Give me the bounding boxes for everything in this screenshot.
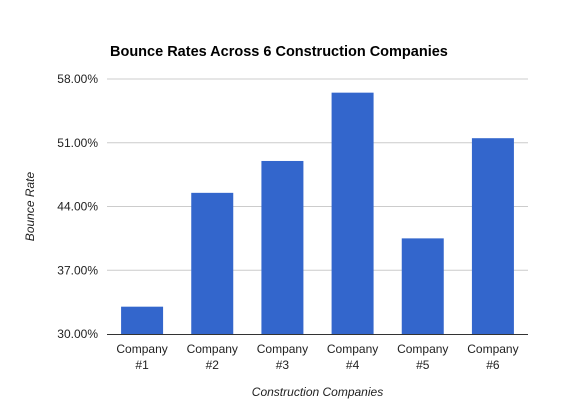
y-axis-title: Bounce Rate xyxy=(23,171,37,241)
y-tick-label: 44.00% xyxy=(57,200,98,214)
bar xyxy=(471,138,514,334)
x-tick-label: Company #2 xyxy=(187,342,238,372)
bar xyxy=(191,192,234,334)
y-tick-label: 51.00% xyxy=(57,136,98,150)
y-tick-label: 58.00% xyxy=(57,72,98,86)
bar xyxy=(121,306,164,334)
bars xyxy=(121,92,514,335)
y-axis-ticks: 30.00% 37.00% 44.00% 51.00% 58.00% xyxy=(57,72,98,341)
bar xyxy=(401,238,444,334)
x-tick-label: Company #6 xyxy=(467,342,518,372)
y-tick-label: 37.00% xyxy=(57,263,98,277)
x-tick-label: Company #4 xyxy=(327,342,378,372)
x-axis-title: Construction Companies xyxy=(252,385,383,399)
x-tick-label: Company #5 xyxy=(397,342,448,372)
bar xyxy=(261,160,304,334)
x-tick-label: Company #3 xyxy=(257,342,308,372)
y-tick-label: 30.00% xyxy=(57,327,98,341)
bar xyxy=(331,92,374,335)
x-tick-label: Company #1 xyxy=(116,342,167,372)
chart-title: Bounce Rates Across 6 Construction Compa… xyxy=(110,44,448,60)
x-axis-ticks: Company #1 Company #2 Company #3 Company #4 Comp… xyxy=(116,342,518,372)
gridlines xyxy=(107,78,528,271)
